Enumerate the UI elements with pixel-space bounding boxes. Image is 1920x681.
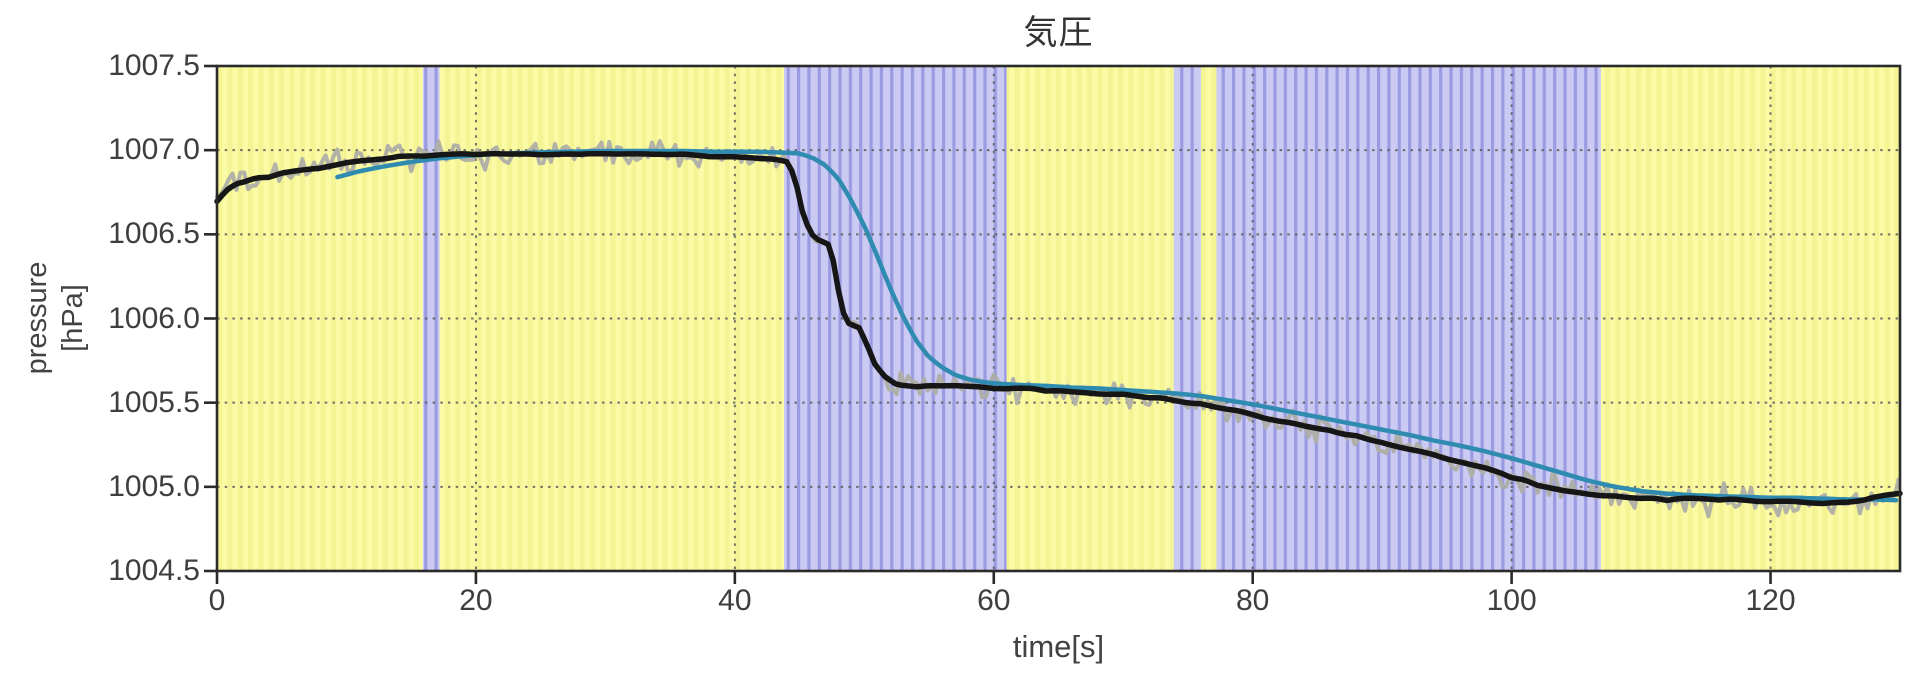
- y-tick-label-1005.0: 1005.0: [108, 469, 200, 503]
- x-tick-label-80: 80: [1236, 584, 1270, 617]
- chart-title: 気圧: [1023, 14, 1094, 52]
- y-tick-label-1007.0: 1007.0: [108, 133, 200, 167]
- y-tick-label-1007.5: 1007.5: [108, 49, 200, 82]
- y-tick-label-1004.5: 1004.5: [108, 554, 200, 587]
- x-tick-label-40: 40: [718, 584, 752, 617]
- y-tick-label-1005.5: 1005.5: [108, 385, 200, 419]
- x-axis-label: time[s]: [1012, 629, 1105, 664]
- x-tick-label-0: 0: [208, 584, 226, 617]
- x-tick-label-120: 120: [1745, 584, 1796, 617]
- x-tick-label-60: 60: [977, 584, 1011, 617]
- x-tick-label-100: 100: [1486, 584, 1537, 617]
- y-tick-label-1006.5: 1006.5: [108, 217, 200, 251]
- x-tick-label-20: 20: [459, 584, 493, 617]
- y-tick-label-1006.0: 1006.0: [108, 301, 200, 335]
